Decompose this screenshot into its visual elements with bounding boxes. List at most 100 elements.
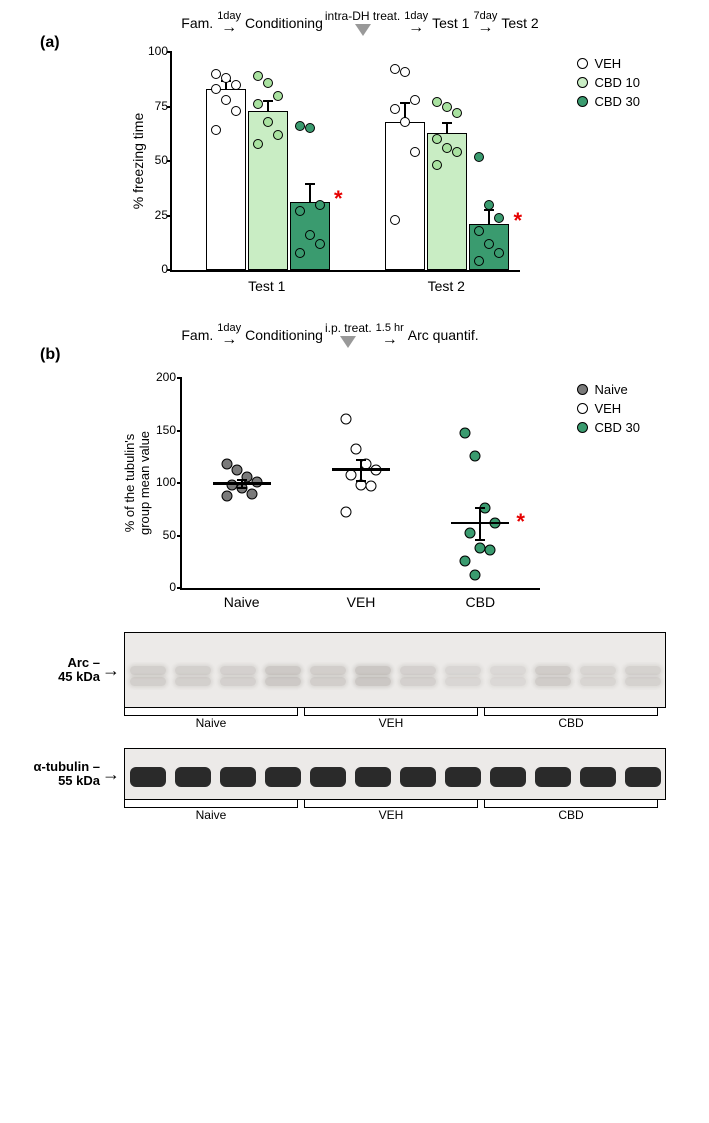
blot-band <box>400 666 436 675</box>
panel-b-label: (b) <box>40 346 60 364</box>
data-point <box>315 200 325 210</box>
data-point <box>253 99 263 109</box>
blot-band <box>220 666 256 675</box>
legend: Naive VEH CBD 30 <box>577 382 640 439</box>
data-point <box>400 117 410 127</box>
data-point <box>442 143 452 153</box>
data-point <box>390 64 400 74</box>
data-point <box>484 200 494 210</box>
blot-band <box>355 666 391 675</box>
panel-a-timeline: Fam. 1day → Conditioning intra-DH treat.… <box>90 10 630 36</box>
legend-item: VEH <box>577 401 640 416</box>
data-point <box>273 91 283 101</box>
blot-band <box>490 677 526 686</box>
x-group-label: VEH <box>347 594 376 610</box>
blot-band <box>265 677 301 686</box>
data-point <box>474 256 484 266</box>
legend-item: Naive <box>577 382 640 397</box>
blot-label-line: 55 kDa <box>58 773 100 788</box>
data-point <box>273 130 283 140</box>
timeline-arrow: 1day → <box>217 323 241 348</box>
data-point <box>452 108 462 118</box>
error-bar <box>488 209 490 224</box>
treat-label: i.p. treat. <box>325 322 372 334</box>
legend-item: CBD 30 <box>577 94 640 109</box>
blot-band <box>175 767 211 787</box>
data-point <box>221 490 232 501</box>
blot-band <box>490 666 526 675</box>
legend-item: CBD 30 <box>577 420 640 435</box>
data-point <box>474 152 484 162</box>
arc-lane-brackets: NaiveVEHCBD <box>120 708 660 734</box>
blot-band <box>535 677 571 686</box>
data-point <box>410 95 420 105</box>
data-point <box>305 230 315 240</box>
data-point <box>305 123 315 133</box>
blot-label-line: Arc – <box>67 655 100 670</box>
timeline-step: Test 2 <box>501 15 538 31</box>
tubulin-blot-image <box>124 748 666 800</box>
panel-a-label: (a) <box>40 34 60 52</box>
blot-band <box>490 767 526 787</box>
blot-band <box>625 767 661 787</box>
blot-band <box>265 666 301 675</box>
blot-band <box>625 666 661 675</box>
blot-band <box>535 767 571 787</box>
data-point <box>263 117 273 127</box>
data-point <box>485 545 496 556</box>
lane-group-label: Naive <box>196 808 227 822</box>
legend-item: VEH <box>577 56 640 71</box>
blot-band <box>355 677 391 686</box>
data-point <box>432 160 442 170</box>
error-bar <box>360 459 362 480</box>
error-cap <box>475 507 485 509</box>
panel-b-chart: % of the tubulin's group mean value Naiv… <box>130 368 650 618</box>
panel-b-timeline: Fam. 1day → Conditioning i.p. treat. 1.5… <box>90 322 570 348</box>
error-cap <box>263 100 273 102</box>
blot-band <box>445 677 481 686</box>
data-point <box>474 226 484 236</box>
blot-band <box>625 677 661 686</box>
x-group-label: Test 2 <box>428 278 465 294</box>
blot-band <box>355 767 391 787</box>
lane-bracket: CBD <box>484 708 659 716</box>
blot-band <box>130 767 166 787</box>
timeline-arrow: 1.5 hr → <box>376 323 404 348</box>
data-point <box>410 147 420 157</box>
significance-marker: * <box>513 208 522 234</box>
blot-band <box>265 767 301 787</box>
data-point <box>221 95 231 105</box>
blot-band <box>400 767 436 787</box>
data-point <box>432 97 442 107</box>
treat-marker-icon <box>340 336 356 348</box>
timeline-step: Conditioning <box>245 15 323 31</box>
error-cap <box>237 479 247 481</box>
data-point <box>460 555 471 566</box>
x-group-label: Test 1 <box>248 278 285 294</box>
timeline-step: Test 1 <box>432 15 469 31</box>
tubulin-lane-brackets: NaiveVEHCBD <box>120 800 660 826</box>
y-axis-title-line: % of the tubulin's <box>122 434 137 533</box>
blot-band <box>400 677 436 686</box>
error-cap <box>356 480 366 482</box>
blot-band <box>445 666 481 675</box>
data-point <box>253 139 263 149</box>
data-point <box>315 239 325 249</box>
data-point <box>390 104 400 114</box>
data-point <box>263 78 273 88</box>
lane-group-label: Naive <box>196 716 227 730</box>
blot-band <box>580 767 616 787</box>
data-point <box>295 206 305 216</box>
data-point <box>470 450 481 461</box>
data-point <box>390 215 400 225</box>
blot-band <box>220 767 256 787</box>
blot-band <box>535 666 571 675</box>
blot-band <box>175 677 211 686</box>
data-point <box>341 507 352 518</box>
lane-group-label: CBD <box>558 716 583 730</box>
blot-band <box>310 666 346 675</box>
arc-blot-block: Arc – 45 kDa → NaiveVEHCBD <box>10 632 699 734</box>
blot-band <box>580 677 616 686</box>
data-point <box>366 481 377 492</box>
data-point <box>351 444 362 455</box>
